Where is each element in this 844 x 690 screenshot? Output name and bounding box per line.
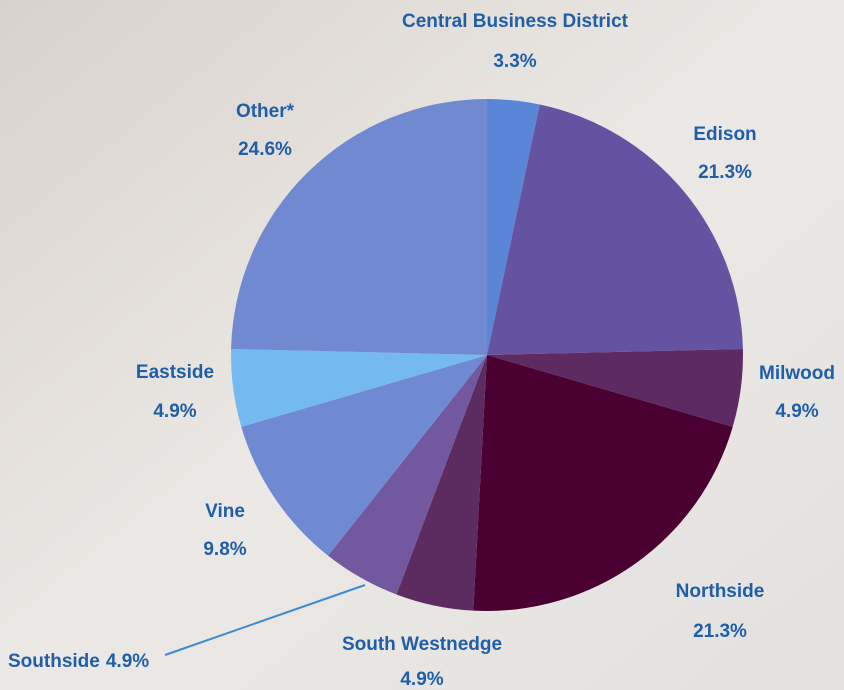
value-label: 21.3% — [693, 621, 747, 642]
slice-label: Southside — [8, 651, 100, 672]
pie-slice — [473, 355, 733, 611]
value-label: 4.9% — [106, 651, 149, 672]
slice-label: Milwood — [759, 363, 835, 384]
pie-slice — [487, 99, 540, 355]
value-label: 4.9% — [775, 401, 818, 422]
value-label: 4.9% — [400, 669, 443, 690]
slice-label: Vine — [205, 501, 245, 522]
value-label: 4.9% — [153, 401, 196, 422]
leader-line — [164, 584, 366, 656]
slice-label: Central Business District — [402, 11, 629, 32]
value-label: 9.8% — [203, 539, 246, 560]
pie-slice — [241, 355, 487, 556]
pie-slice — [396, 355, 487, 611]
slice-label: Eastside — [136, 362, 214, 383]
slice-label: Edison — [693, 124, 756, 145]
pie-slice — [487, 348, 743, 427]
pie-slice — [231, 99, 487, 355]
slice-label: South Westnedge — [342, 634, 502, 655]
value-label: 24.6% — [238, 139, 292, 160]
slice-label: Northside — [676, 581, 765, 602]
value-label: 21.3% — [698, 162, 752, 183]
pie-slice — [231, 348, 487, 427]
slice-label-group: Southside 4.9% — [8, 651, 149, 672]
pie-slice — [487, 104, 743, 355]
slice-label: Other* — [236, 101, 295, 122]
pie-slice — [328, 355, 487, 595]
value-label: 3.3% — [493, 51, 536, 72]
